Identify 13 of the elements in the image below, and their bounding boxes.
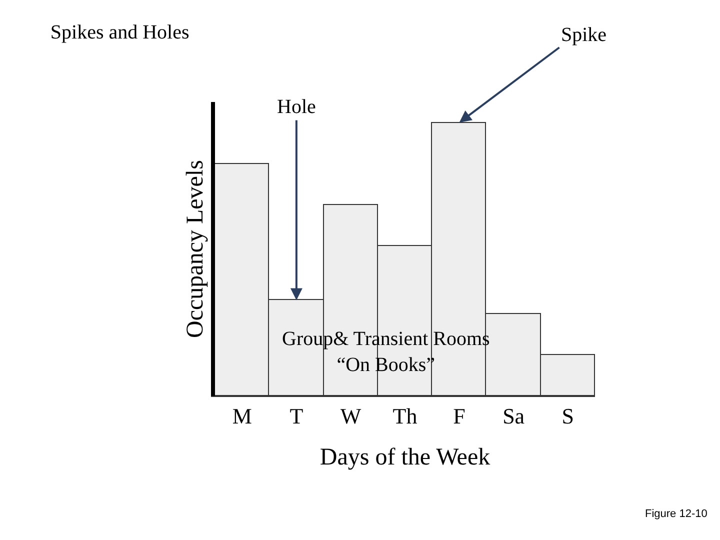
annotation: Hole (277, 96, 316, 118)
x-tick-label: F (453, 403, 466, 428)
chart-title: Spikes and Holes (50, 21, 190, 44)
x-tick-label: S (562, 403, 574, 428)
caption: Figure 12-10 (645, 508, 708, 520)
annotation: Spike (561, 24, 607, 46)
x-tick-label: T (290, 403, 304, 428)
x-tick-label: W (340, 403, 362, 428)
y-axis-title: Occupancy Levels (182, 160, 209, 338)
x-tick-label: Sa (502, 403, 525, 428)
x-tick-label: M (232, 403, 252, 428)
x-axis-title: Days of the Week (320, 444, 490, 471)
x-tick-label: Th (392, 403, 418, 428)
